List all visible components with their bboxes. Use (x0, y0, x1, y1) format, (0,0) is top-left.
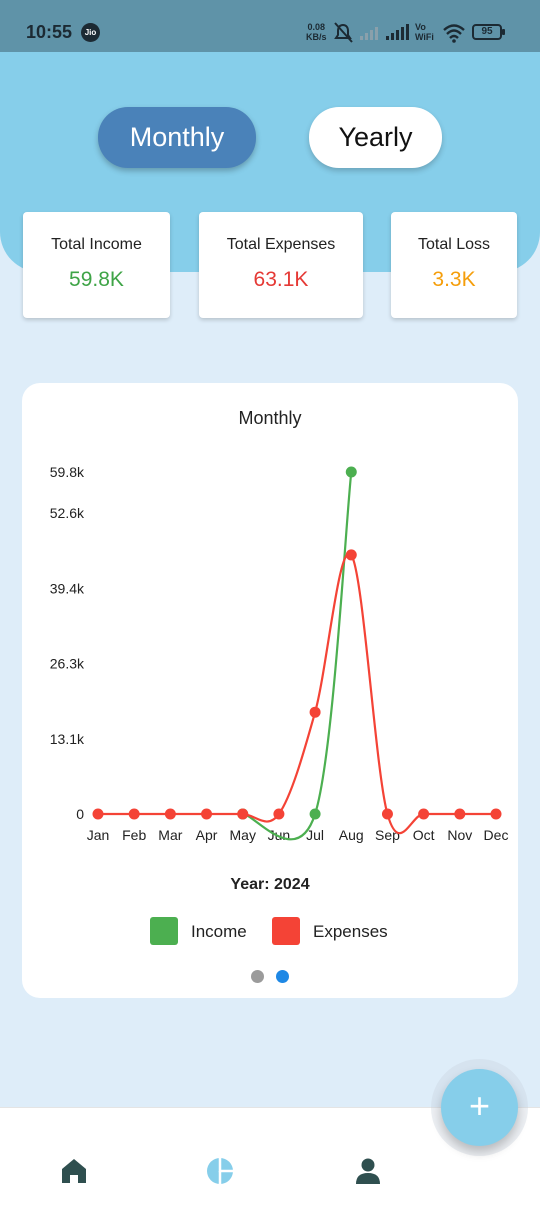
total-income-label: Total Income (51, 236, 142, 253)
net-speed: 0.08 KB/s (306, 22, 327, 42)
x-tick-label: Jul (306, 827, 324, 843)
x-tick-label: Aug (339, 827, 364, 843)
data-point-income-jul (309, 808, 321, 820)
x-tick-label: Sep (375, 827, 400, 843)
total-loss-card: Total Loss 3.3K (391, 212, 517, 318)
x-tick-label: Oct (413, 827, 435, 843)
x-tick-label: Apr (196, 827, 218, 843)
total-income-card: Total Income 59.8K (23, 212, 170, 318)
home-icon[interactable] (59, 1156, 89, 1186)
year-label: Year: 2024 (230, 876, 310, 893)
total-loss-value: 3.3K (432, 268, 476, 291)
data-point-income-aug (345, 466, 357, 478)
data-point-expenses-dec (490, 808, 502, 820)
page-indicator-dot-1[interactable] (251, 970, 264, 983)
x-tick-label: May (230, 827, 256, 843)
monthly-toggle-button[interactable]: Monthly (98, 107, 256, 168)
page-indicator-dot-2-active[interactable] (276, 970, 289, 983)
x-tick-label: Jan (87, 827, 110, 843)
series-line-expenses (98, 552, 496, 835)
total-income-value: 59.8K (69, 268, 124, 291)
person-icon[interactable] (353, 1156, 383, 1186)
net-speed-unit: KB/s (306, 32, 327, 42)
x-tick-label: Nov (447, 827, 472, 843)
vowifi-label-2: WiFi (415, 32, 434, 42)
mute-icon (334, 22, 353, 43)
wifi-icon (443, 24, 465, 43)
x-tick-label: Mar (158, 827, 182, 843)
y-tick-label: 26.3k (50, 656, 85, 672)
y-tick-label: 39.4k (50, 581, 85, 597)
carrier-icon: Jio (81, 23, 100, 42)
x-tick-label: Feb (122, 827, 146, 843)
legend-swatch-expenses (272, 917, 300, 945)
legend-label-income: Income (191, 922, 247, 941)
signal-weak-icon (360, 27, 378, 40)
plus-icon: + (468, 1085, 491, 1126)
total-expenses-value: 63.1K (253, 268, 309, 291)
data-point-expenses-nov (454, 808, 466, 820)
x-tick-label: Jun (268, 827, 291, 843)
data-point-expenses-jul (309, 706, 321, 718)
x-tick-label: Dec (484, 827, 509, 843)
data-point-expenses-sep (381, 808, 393, 820)
chart-title: Monthly (238, 408, 302, 428)
y-tick-label: 13.1k (50, 731, 85, 747)
signal-strong-icon (386, 24, 409, 40)
status-icons: Vo WiFi (334, 22, 465, 43)
legend-swatch-income (150, 917, 178, 945)
yearly-toggle-button[interactable]: Yearly (309, 107, 442, 168)
total-expenses-card: Total Expenses 63.1K (199, 212, 363, 318)
y-tick-label: 52.6k (50, 505, 85, 521)
data-point-expenses-jan (92, 808, 104, 820)
data-point-expenses-aug (345, 549, 357, 561)
y-tick-label: 0 (76, 806, 84, 822)
line-chart: 0 13.1k 26.3k 39.4k 52.6k 59.8k Jan Feb Mar Apr Ma… (50, 464, 509, 843)
data-point-expenses-mar (164, 808, 176, 820)
y-tick-label: 59.8k (50, 464, 85, 480)
net-speed-value: 0.08 (307, 22, 326, 32)
battery-icon: 95 (472, 24, 505, 40)
data-point-expenses-jun (273, 808, 285, 820)
total-expenses-label: Total Expenses (226, 236, 336, 253)
total-loss-label: Total Loss (417, 236, 491, 253)
status-time: 10:55 (26, 22, 73, 42)
data-point-expenses-oct (418, 808, 430, 820)
series-line-income (242, 471, 353, 841)
status-bar: 10:55 Jio 0.08 KB/s Vo WiFi 95 (0, 0, 540, 52)
pie-chart-icon[interactable] (205, 1156, 235, 1186)
chart-card[interactable]: Monthly 0 13.1k 26.3k 39.4k 52.6k 59.8k Jan Feb… (22, 383, 518, 998)
data-point-expenses-may (237, 808, 249, 820)
add-transaction-button[interactable]: + (441, 1069, 518, 1146)
vowifi-label: Vo (415, 22, 426, 32)
data-point-expenses-feb (128, 808, 140, 820)
data-point-expenses-apr (201, 808, 213, 820)
legend-label-expenses: Expenses (313, 922, 388, 941)
